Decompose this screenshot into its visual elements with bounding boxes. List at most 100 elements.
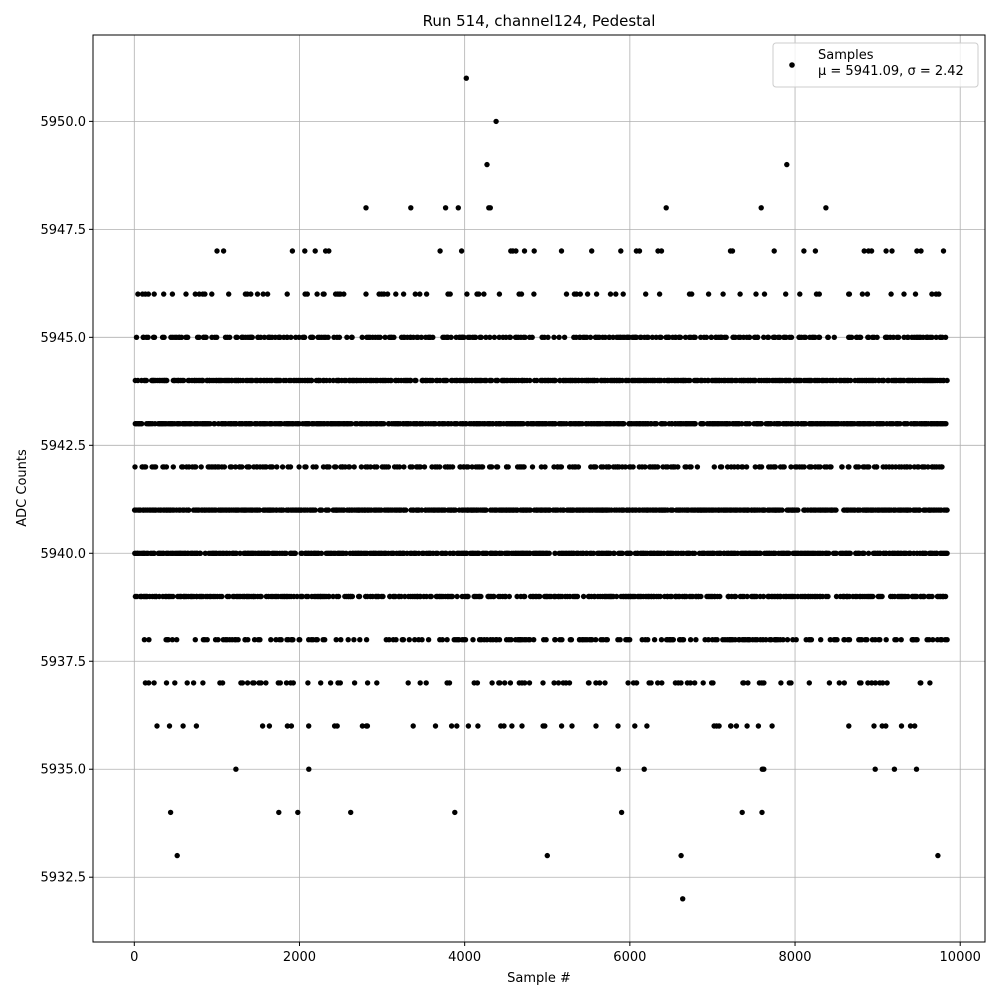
data-point bbox=[743, 464, 750, 470]
data-point bbox=[513, 248, 519, 254]
data-point bbox=[746, 421, 753, 427]
data-point bbox=[816, 291, 822, 297]
data-point bbox=[874, 334, 880, 340]
data-point bbox=[276, 809, 282, 816]
data-point bbox=[758, 421, 765, 427]
data-point bbox=[233, 550, 240, 556]
data-point bbox=[890, 334, 897, 340]
x-tick-label: 0 bbox=[130, 950, 138, 965]
data-point bbox=[169, 291, 176, 297]
data-point bbox=[259, 723, 266, 729]
data-point bbox=[745, 680, 751, 686]
data-point bbox=[529, 464, 536, 470]
data-point bbox=[942, 593, 949, 600]
data-point bbox=[151, 291, 157, 297]
data-point bbox=[918, 680, 924, 686]
data-point bbox=[214, 334, 220, 340]
data-point bbox=[540, 680, 546, 686]
data-point bbox=[448, 723, 455, 729]
data-point bbox=[694, 464, 701, 470]
data-point bbox=[239, 464, 245, 470]
data-point bbox=[141, 637, 148, 643]
data-point bbox=[593, 723, 599, 729]
data-point bbox=[944, 507, 950, 513]
data-point bbox=[808, 637, 815, 643]
data-point bbox=[154, 723, 160, 729]
data-point bbox=[405, 680, 411, 686]
data-point bbox=[836, 680, 842, 686]
data-point bbox=[627, 550, 634, 556]
data-point bbox=[861, 248, 867, 254]
data-point bbox=[680, 637, 687, 643]
data-point bbox=[338, 637, 344, 643]
data-point bbox=[655, 464, 661, 470]
data-point bbox=[522, 593, 528, 600]
data-point bbox=[558, 464, 565, 470]
data-point bbox=[393, 637, 399, 643]
data-point bbox=[318, 550, 325, 556]
data-point bbox=[325, 334, 331, 340]
data-point bbox=[833, 550, 839, 556]
data-point bbox=[288, 723, 295, 729]
data-point bbox=[356, 593, 363, 600]
x-tick-label: 10000 bbox=[940, 950, 981, 965]
data-point bbox=[552, 550, 558, 556]
data-point bbox=[178, 334, 185, 340]
points-layer bbox=[131, 75, 950, 902]
data-point bbox=[367, 464, 374, 470]
data-point bbox=[200, 680, 206, 686]
data-point bbox=[926, 637, 932, 643]
data-point bbox=[783, 291, 789, 297]
data-point bbox=[248, 291, 254, 297]
legend: Samples μ = 5941.09, σ = 2.42 bbox=[772, 42, 979, 88]
data-point bbox=[622, 464, 629, 470]
data-point bbox=[151, 550, 157, 556]
data-point bbox=[632, 723, 638, 729]
data-point bbox=[889, 248, 895, 254]
data-point bbox=[602, 680, 608, 686]
data-point bbox=[288, 334, 294, 340]
data-point bbox=[826, 680, 833, 686]
data-point bbox=[423, 680, 429, 686]
data-point bbox=[423, 291, 430, 297]
data-point bbox=[760, 593, 767, 600]
data-point bbox=[491, 334, 498, 340]
data-point bbox=[254, 291, 261, 297]
data-point bbox=[336, 334, 343, 340]
data-point bbox=[542, 464, 548, 470]
data-point bbox=[214, 248, 220, 254]
data-point bbox=[434, 550, 441, 556]
data-point bbox=[425, 637, 432, 643]
data-point bbox=[139, 421, 145, 427]
data-point bbox=[872, 680, 879, 686]
data-point bbox=[326, 248, 332, 254]
data-point bbox=[859, 291, 866, 297]
data-point bbox=[417, 291, 423, 297]
data-point bbox=[593, 680, 599, 686]
data-point bbox=[349, 334, 355, 340]
data-point bbox=[921, 593, 927, 600]
data-point bbox=[306, 766, 312, 772]
ticks-layer: 0 2000 4000 6000 8000 10000 5932.5 5935.0 5937.5… bbox=[41, 115, 981, 965]
data-point bbox=[258, 593, 264, 600]
data-point bbox=[670, 637, 676, 643]
data-point bbox=[161, 291, 167, 297]
data-point bbox=[534, 377, 540, 384]
data-point bbox=[556, 334, 562, 340]
data-point bbox=[593, 637, 599, 643]
data-point bbox=[449, 593, 456, 600]
data-point bbox=[711, 464, 717, 470]
data-point bbox=[688, 464, 694, 470]
x-tick-label: 4000 bbox=[448, 950, 481, 965]
data-point bbox=[728, 723, 734, 729]
data-point bbox=[251, 680, 257, 686]
data-point bbox=[428, 593, 434, 600]
data-point bbox=[143, 377, 150, 384]
data-point bbox=[408, 205, 414, 211]
y-tick-label: 5945.0 bbox=[41, 331, 87, 346]
data-point bbox=[196, 334, 202, 340]
data-point bbox=[827, 637, 833, 643]
data-point bbox=[841, 680, 847, 686]
data-point bbox=[741, 680, 747, 686]
data-point bbox=[449, 464, 456, 470]
